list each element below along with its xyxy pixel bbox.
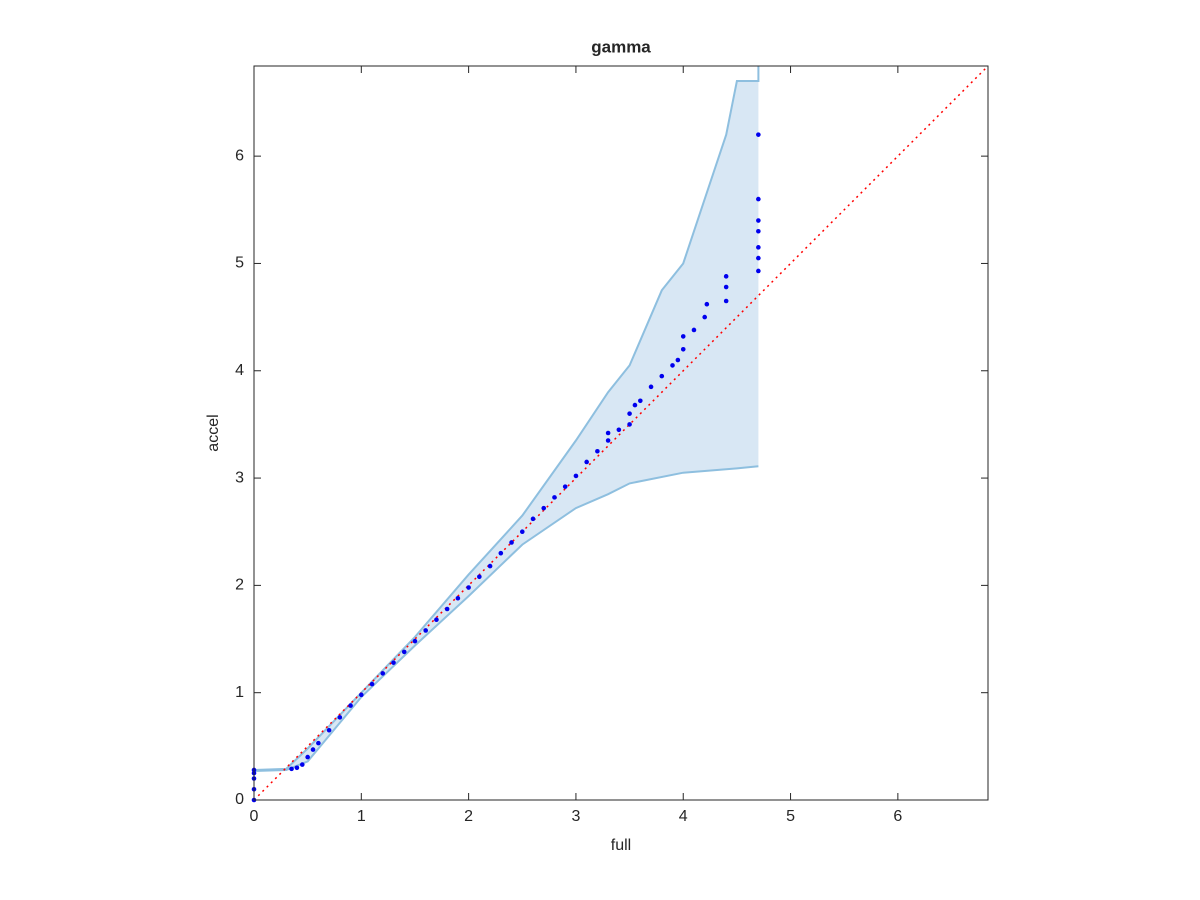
y-tick-label: 4 [235,362,244,379]
point [723,284,729,290]
point [756,218,761,223]
point [552,495,557,500]
point [509,540,514,545]
x-tick-label: 2 [464,808,473,825]
point [627,422,632,427]
x-tick-label: 4 [679,808,688,825]
point [466,585,471,590]
x-tick-label: 5 [786,808,795,825]
point [638,398,643,404]
point [305,754,310,760]
point [723,274,729,279]
point [659,373,665,379]
band-fill [254,66,759,771]
point [498,550,504,556]
point [455,595,461,601]
band-lower-line [253,465,759,772]
point [670,363,675,368]
y-tick-label: 6 [235,147,244,164]
point [487,563,493,569]
point [412,638,418,644]
point [423,628,428,633]
point [444,606,450,612]
point [401,649,407,655]
point [756,268,761,274]
point [723,298,729,304]
point [648,384,654,390]
y-tick-label: 2 [235,577,244,594]
point [605,438,611,443]
reference-line [253,65,989,801]
x-tick-label: 0 [250,808,259,825]
chart-title: gamma [591,37,651,56]
point [675,357,681,363]
point [369,681,375,687]
point [380,671,386,676]
point [756,228,761,234]
point [294,765,300,771]
point [359,692,364,698]
band-upper-line [253,66,760,771]
point [326,727,332,733]
point [584,459,589,465]
point [702,314,708,320]
point [691,327,697,333]
point [616,427,622,433]
point [756,255,761,261]
x-axis-label: full [611,837,631,854]
y-tick-label: 0 [235,791,244,808]
point [756,196,761,202]
point [316,740,321,746]
point [605,430,611,436]
point [299,762,305,767]
point [562,484,568,489]
point [627,411,632,416]
point [310,747,316,752]
point [519,529,525,535]
point [530,516,536,522]
point [756,132,761,137]
point [434,617,439,623]
point [632,402,638,408]
point [704,301,710,307]
point [680,334,686,339]
point [391,660,396,665]
axes-box [253,65,989,801]
point [337,715,343,720]
y-axis-label: accel [205,414,222,451]
point [756,245,761,250]
y-tick-label: 3 [235,469,244,486]
point [595,448,600,454]
x-tick-label: 3 [571,808,580,825]
point [348,703,353,708]
y-tick-label: 5 [235,255,244,272]
point [477,574,482,580]
x-tick-label: 1 [357,808,366,825]
point [289,766,294,772]
point [680,346,686,352]
point [573,473,579,479]
point [541,505,547,511]
y-tick-label: 1 [235,684,244,701]
x-tick-label: 6 [893,808,902,825]
